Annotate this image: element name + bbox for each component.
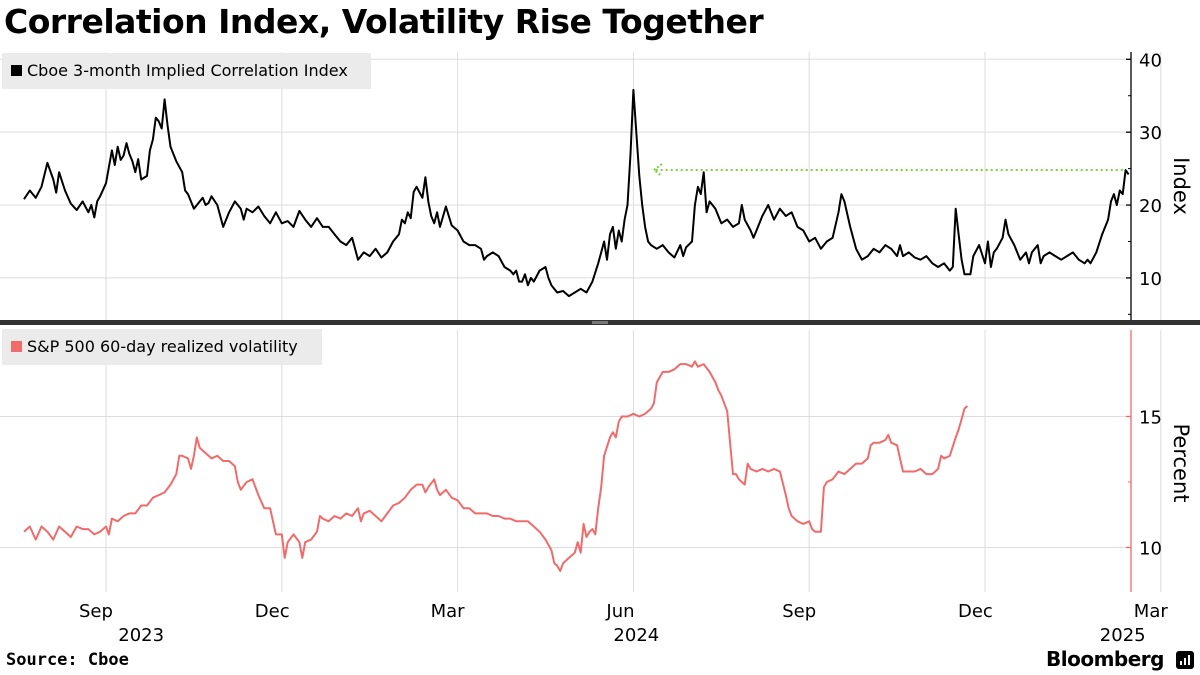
x-tick-label-year: 2025 [1100,625,1146,646]
x-tick-label-month: Jun [605,601,634,622]
bottom-legend-swatch [11,341,22,352]
y-tick-label-bottom: 10 [1139,538,1162,559]
x-gridlines [105,52,1162,592]
x-tick-label-month: Sep [79,601,113,622]
top-legend-swatch [11,65,22,76]
y-tick-label-bottom: 15 [1139,407,1162,428]
correlation-series-line [23,88,1130,298]
divider-handle [592,321,608,324]
top-y-axis-label: Index [1169,157,1193,215]
bottom-legend-label: S&P 500 60-day realized volatility [27,337,298,356]
top-panel-grid [0,58,1131,279]
y-tick-label-top: 30 [1139,123,1162,144]
chart-title: Correlation Index, Volatility Rise Toget… [4,2,764,41]
x-tick-label-year: 2024 [613,625,659,646]
x-tick-label-month: Dec [958,601,993,622]
y-tick-label-top: 40 [1139,50,1162,71]
bloomberg-logo: Bloomberg [1046,647,1164,671]
x-tick-label-month: Mar [431,601,466,622]
source-note: Source: Cboe [6,650,129,670]
bottom-y-ticks: 10 15 [1126,407,1162,559]
reference-arrowhead [652,163,663,177]
y-tick-label-top: 20 [1139,196,1162,217]
x-tick-label-month: Dec [255,601,290,622]
top-legend-box [2,53,371,89]
bottom-legend-box [2,329,322,365]
x-tick-label-month: Sep [782,601,816,622]
top-y-ticks: 10 20 30 40 [1126,50,1162,315]
bloomberg-terminal-icon [1176,651,1194,669]
bottom-panel-grid [0,415,1131,548]
bottom-y-axis-label: Percent [1169,423,1193,502]
top-legend-label: Cboe 3-month Implied Correlation Index [27,61,348,80]
y-tick-label-top: 10 [1139,269,1162,290]
x-tick-label-month: Mar [1134,601,1169,622]
volatility-series-line [23,360,969,572]
x-tick-label-year: 2023 [118,625,164,646]
x-axis-labels: Sep Dec Mar Jun Sep Dec Mar 2023 2024 2025 [79,601,1168,646]
